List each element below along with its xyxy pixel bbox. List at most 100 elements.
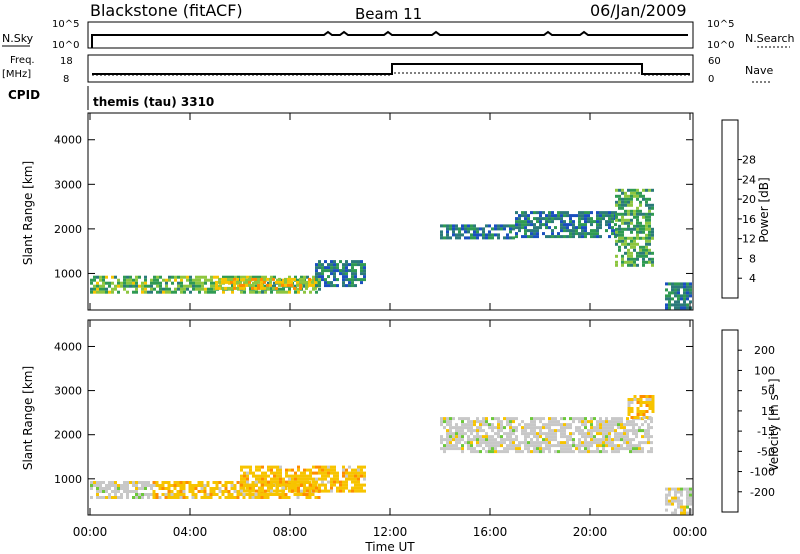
data-cell [449, 420, 452, 424]
data-cell [618, 248, 621, 252]
data-cell [645, 245, 648, 249]
data-cell [602, 444, 605, 448]
data-cell [473, 230, 476, 234]
data-cell [467, 227, 470, 231]
data-cell [614, 444, 617, 448]
data-cell [279, 468, 282, 472]
data-cell [647, 435, 650, 439]
data-cell [627, 224, 630, 228]
data-cell [590, 235, 593, 239]
data-cell [279, 465, 282, 469]
data-cell [470, 447, 473, 451]
data-cell [210, 278, 213, 282]
data-cell [270, 486, 273, 490]
data-cell [266, 286, 269, 290]
data-cell [464, 423, 467, 427]
data-cell [176, 484, 180, 487]
data-cell [636, 236, 639, 240]
data-cell [288, 489, 291, 493]
data-cell [170, 493, 174, 496]
data-cell [651, 188, 654, 192]
data-cell [554, 450, 557, 454]
data-cell [623, 447, 626, 451]
data-cell [458, 233, 461, 237]
data-cell [135, 490, 138, 493]
data-cell [536, 229, 539, 233]
data-cell [440, 420, 443, 424]
data-cell [627, 410, 631, 413]
data-cell [446, 423, 449, 427]
data-cell [321, 480, 324, 484]
data-cell [266, 493, 270, 496]
data-cell [636, 398, 640, 401]
data-cell [569, 432, 572, 436]
data-cell [630, 200, 633, 204]
data-cell [342, 474, 345, 478]
data-cell [650, 420, 653, 424]
data-cell [330, 272, 333, 276]
data-cell [644, 429, 647, 433]
data-cell [126, 490, 129, 493]
data-cell [648, 242, 651, 246]
data-cell [548, 417, 551, 421]
data-cell [354, 474, 357, 478]
data-cell [633, 245, 636, 249]
data-cell [500, 450, 503, 454]
data-cell [590, 438, 593, 442]
data-cell [563, 435, 566, 439]
data-cell [590, 441, 593, 445]
data-cell [560, 450, 563, 454]
data-cell [645, 398, 649, 401]
x-tick-label: 04:00 [173, 525, 208, 539]
data-cell [509, 432, 512, 436]
data-cell [627, 188, 630, 192]
data-cell [210, 284, 213, 288]
data-cell [536, 432, 539, 436]
data-cell [308, 280, 311, 284]
data-cell [309, 483, 312, 487]
data-cell [636, 209, 639, 213]
data-cell [132, 281, 135, 285]
data-cell [563, 235, 566, 239]
data-cell [303, 486, 306, 490]
data-cell [336, 486, 339, 490]
data-cell [524, 438, 527, 442]
data-cell [333, 278, 336, 282]
data-cell [129, 278, 132, 282]
data-cell [318, 486, 321, 490]
data-cell [560, 211, 563, 215]
data-cell [198, 284, 201, 288]
data-cell [308, 481, 312, 484]
data-cell [99, 484, 102, 487]
data-cell [357, 471, 360, 475]
data-cell [578, 426, 581, 430]
data-cell [168, 290, 171, 294]
data-cell [309, 477, 312, 481]
data-cell [261, 489, 264, 493]
data-cell [524, 444, 527, 448]
data-cell [111, 290, 114, 294]
data-cell [533, 432, 536, 436]
data-cell [518, 441, 521, 445]
data-cell [530, 220, 533, 224]
data-cell [200, 481, 204, 484]
data-cell [357, 278, 360, 282]
data-cell [621, 221, 624, 225]
data-cell [648, 227, 651, 231]
data-cell [632, 438, 635, 442]
data-cell [333, 260, 336, 264]
data-cell [303, 275, 306, 279]
data-cell [263, 280, 266, 284]
data-cell [599, 217, 602, 221]
data-cell [639, 221, 642, 225]
data-cell [138, 481, 141, 484]
data-cell [327, 468, 330, 472]
data-cell [215, 481, 219, 484]
data-cell [578, 447, 581, 451]
data-cell [302, 277, 305, 281]
nsky-tick-low: 10^0 [52, 40, 79, 51]
data-cell [677, 496, 680, 500]
data-cell [671, 285, 674, 289]
data-cell [314, 280, 317, 284]
data-cell [618, 200, 621, 204]
